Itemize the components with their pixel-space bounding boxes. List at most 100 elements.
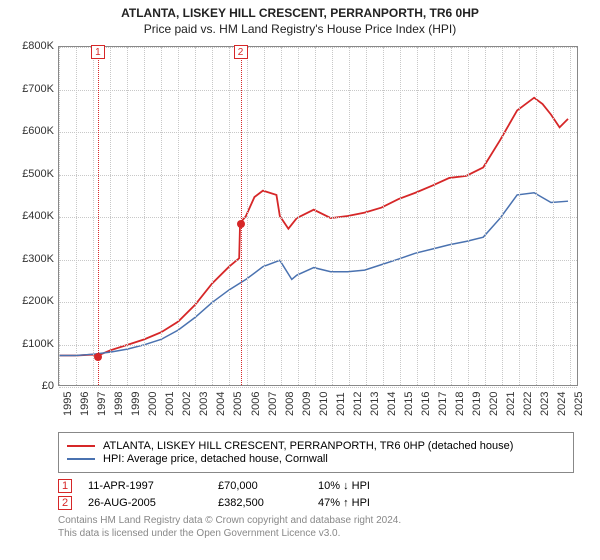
license-line-1: Contains HM Land Registry data © Crown c…: [58, 515, 401, 526]
y-tick-label: £500K: [22, 168, 54, 180]
event-price-2: £382,500: [218, 497, 318, 509]
y-tick-label: £0: [42, 380, 54, 392]
license-text: Contains HM Land Registry data © Crown c…: [58, 514, 580, 540]
chart-area: 12 1995199619971998199920002001200220032…: [10, 42, 590, 412]
x-tick-label: 2017: [437, 392, 449, 416]
x-tick-label: 2009: [301, 392, 313, 416]
legend-item-property: ATLANTA, LISKEY HILL CRESCENT, PERRANPOR…: [67, 440, 565, 452]
license-line-2: This data is licensed under the Open Gov…: [58, 528, 340, 539]
series-svg: [59, 47, 577, 385]
x-tick-label: 2011: [335, 392, 347, 416]
event-marker-line-1: [98, 47, 99, 385]
x-tick-label: 2008: [284, 392, 296, 416]
gridline-vertical: [212, 47, 213, 385]
x-tick-label: 1997: [96, 392, 108, 416]
gridline-vertical: [281, 47, 282, 385]
event-number-box-1: 1: [58, 479, 72, 493]
y-tick-label: £300K: [22, 253, 54, 265]
x-tick-label: 1999: [130, 392, 142, 416]
x-tick-label: 2023: [539, 392, 551, 416]
x-tick-label: 1998: [113, 392, 125, 416]
gridline-vertical: [315, 47, 316, 385]
x-tick-label: 2016: [420, 392, 432, 416]
gridline-vertical: [349, 47, 350, 385]
x-tick-label: 2013: [369, 392, 381, 416]
event-date-2: 26-AUG-2005: [88, 497, 218, 509]
gridline-vertical: [468, 47, 469, 385]
event-row-2: 2 26-AUG-2005 £382,500 47% ↑ HPI: [58, 496, 574, 510]
x-tick-label: 2007: [267, 392, 279, 416]
x-tick-label: 2021: [505, 392, 517, 416]
gridline-vertical: [536, 47, 537, 385]
event-price-1: £70,000: [218, 480, 318, 492]
gridline-horizontal: [59, 217, 577, 218]
legend-label-property: ATLANTA, LISKEY HILL CRESCENT, PERRANPOR…: [103, 440, 513, 452]
gridline-horizontal: [59, 175, 577, 176]
event-marker-dot-1: [94, 353, 102, 361]
gridline-vertical: [502, 47, 503, 385]
x-tick-label: 2022: [522, 392, 534, 416]
event-marker-box-2: 2: [234, 45, 248, 59]
x-tick-label: 2006: [250, 392, 262, 416]
legend-swatch-hpi: [67, 458, 95, 460]
x-tick-label: 2005: [232, 392, 244, 416]
gridline-horizontal: [59, 302, 577, 303]
x-tick-label: 2001: [164, 392, 176, 416]
chart-title: ATLANTA, LISKEY HILL CRESCENT, PERRANPOR…: [10, 6, 590, 20]
x-tick-label: 2012: [352, 392, 364, 416]
x-tick-label: 1995: [62, 392, 74, 416]
gridline-vertical: [417, 47, 418, 385]
gridline-vertical: [366, 47, 367, 385]
gridline-vertical: [76, 47, 77, 385]
event-marker-line-2: [241, 47, 242, 385]
gridline-vertical: [161, 47, 162, 385]
legend-item-hpi: HPI: Average price, detached house, Corn…: [67, 453, 565, 465]
chart-container: ATLANTA, LISKEY HILL CRESCENT, PERRANPOR…: [0, 0, 600, 560]
x-tick-label: 2020: [488, 392, 500, 416]
gridline-vertical: [400, 47, 401, 385]
event-marker-box-1: 1: [91, 45, 105, 59]
gridline-vertical: [178, 47, 179, 385]
gridline-vertical: [229, 47, 230, 385]
event-row-1: 1 11-APR-1997 £70,000 10% ↓ HPI: [58, 479, 574, 493]
gridline-vertical: [110, 47, 111, 385]
x-tick-label: 2010: [318, 392, 330, 416]
x-tick-label: 2003: [198, 392, 210, 416]
events-table: 1 11-APR-1997 £70,000 10% ↓ HPI 2 26-AUG…: [58, 479, 574, 510]
y-tick-label: £100K: [22, 338, 54, 350]
gridline-horizontal: [59, 260, 577, 261]
x-tick-label: 2014: [386, 392, 398, 416]
legend: ATLANTA, LISKEY HILL CRESCENT, PERRANPOR…: [58, 432, 574, 473]
gridline-vertical: [383, 47, 384, 385]
legend-swatch-property: [67, 445, 95, 447]
gridline-vertical: [553, 47, 554, 385]
event-delta-1: 10% ↓ HPI: [318, 480, 428, 492]
gridline-vertical: [332, 47, 333, 385]
x-tick-label: 2000: [147, 392, 159, 416]
gridline-horizontal: [59, 345, 577, 346]
x-tick-label: 2025: [573, 392, 585, 416]
gridline-vertical: [570, 47, 571, 385]
gridline-horizontal: [59, 132, 577, 133]
gridline-vertical: [195, 47, 196, 385]
gridline-vertical: [247, 47, 248, 385]
gridline-vertical: [451, 47, 452, 385]
event-date-1: 11-APR-1997: [88, 480, 218, 492]
event-marker-dot-2: [237, 220, 245, 228]
gridline-vertical: [127, 47, 128, 385]
x-tick-label: 1996: [79, 392, 91, 416]
gridline-horizontal: [59, 47, 577, 48]
legend-label-hpi: HPI: Average price, detached house, Corn…: [103, 453, 328, 465]
chart-subtitle: Price paid vs. HM Land Registry's House …: [10, 22, 590, 36]
gridline-vertical: [264, 47, 265, 385]
gridline-horizontal: [59, 387, 577, 388]
event-delta-2: 47% ↑ HPI: [318, 497, 428, 509]
gridline-vertical: [519, 47, 520, 385]
x-tick-label: 2024: [556, 392, 568, 416]
event-number-box-2: 2: [58, 496, 72, 510]
plot-region: 12: [58, 46, 578, 386]
y-tick-label: £800K: [22, 40, 54, 52]
x-tick-label: 2018: [454, 392, 466, 416]
title-block: ATLANTA, LISKEY HILL CRESCENT, PERRANPOR…: [10, 6, 590, 36]
y-tick-label: £200K: [22, 295, 54, 307]
